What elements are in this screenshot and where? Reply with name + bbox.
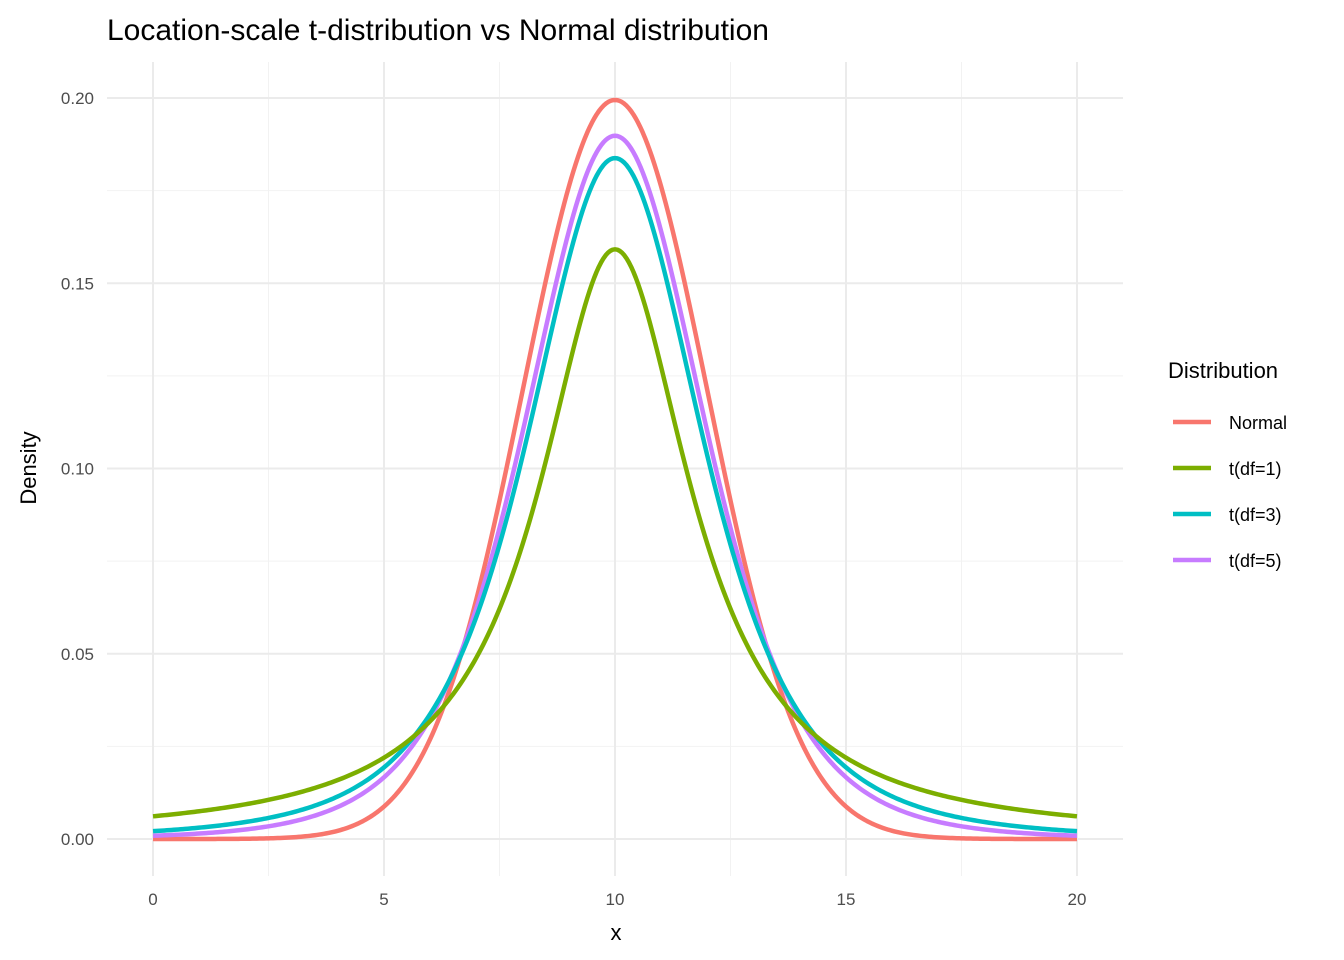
y-tick-label: 0.15 — [61, 274, 94, 293]
series-line-t-df-1- — [152, 247, 1078, 819]
legend-label: Normal — [1229, 413, 1287, 433]
x-tick-label: 10 — [606, 890, 625, 909]
x-axis-label: x — [611, 920, 622, 945]
legend-label: t(df=1) — [1229, 459, 1282, 479]
grid — [107, 62, 1123, 876]
y-tick-label: 0.05 — [61, 645, 94, 664]
series-line-t-df-3- — [152, 155, 1078, 834]
legend: Distribution Normal t(df=1) t(df=3) t(df=5) — [1168, 358, 1287, 571]
legend-label: t(df=5) — [1229, 551, 1282, 571]
y-tick-label: 0.00 — [61, 830, 94, 849]
series-line-t-df-5- — [152, 133, 1078, 838]
legend-title: Distribution — [1168, 358, 1278, 383]
ticks: 0 5 10 15 20 0.00 0.05 0.10 0.15 0.20 — [61, 89, 1087, 909]
y-tick-label: 0.10 — [61, 460, 94, 479]
y-tick-label: 0.20 — [61, 89, 94, 108]
y-axis-label: Density — [16, 431, 41, 504]
chart-title: Location-scale t-distribution vs Normal … — [107, 14, 769, 47]
legend-label: t(df=3) — [1229, 505, 1282, 525]
curves — [152, 97, 1078, 842]
x-tick-label: 20 — [1068, 890, 1087, 909]
series-line-normal — [153, 97, 1077, 842]
x-tick-label: 0 — [148, 890, 157, 909]
x-tick-label: 5 — [379, 890, 388, 909]
x-tick-label: 15 — [837, 890, 856, 909]
